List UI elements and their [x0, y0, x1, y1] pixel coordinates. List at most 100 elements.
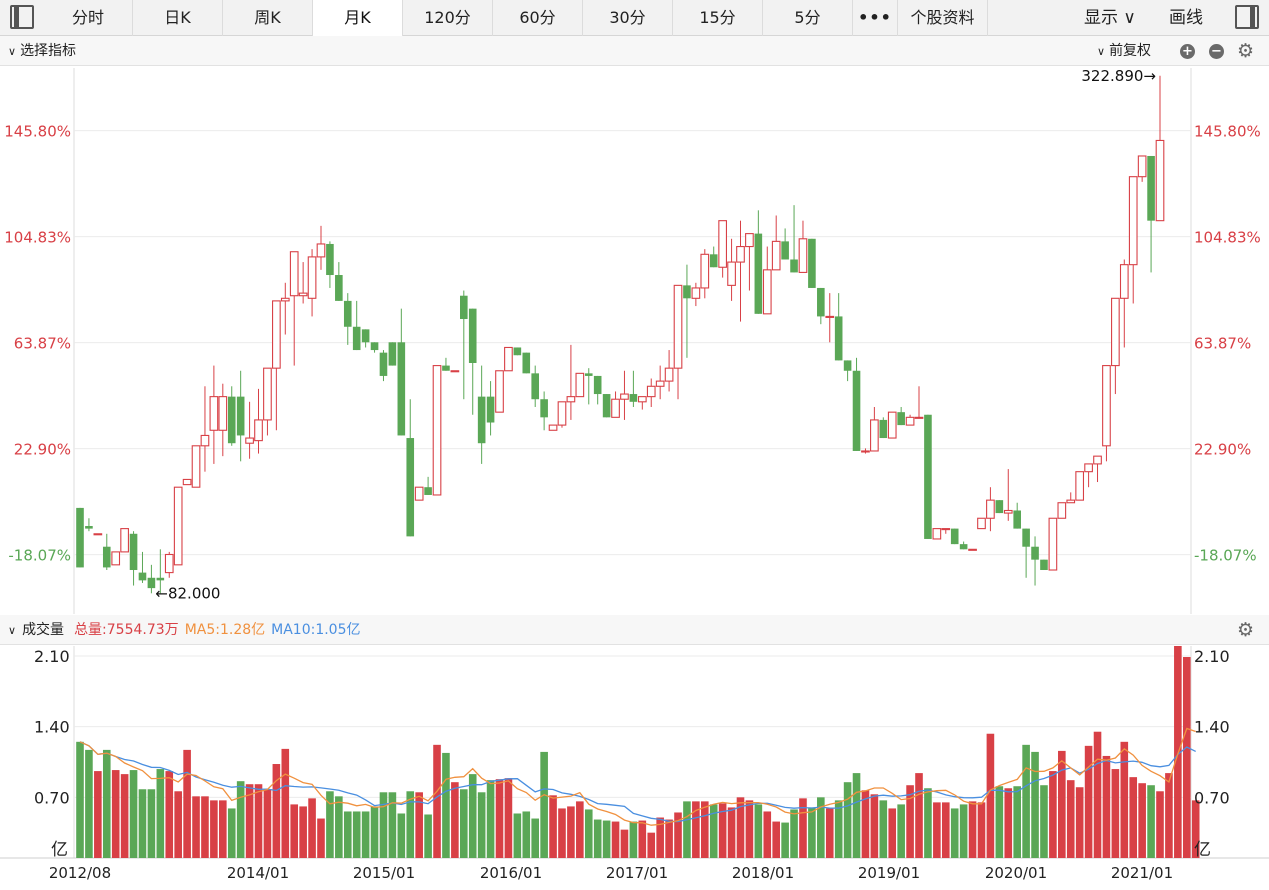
candle-body: [932, 528, 942, 540]
x-tick-label: 2019/01: [858, 864, 920, 882]
x-tick-label: 2020/01: [985, 864, 1047, 882]
candle-body: [245, 437, 254, 444]
tab-5[interactable]: 60分: [493, 0, 583, 36]
candle-body: [611, 398, 620, 418]
volume-bar: [647, 832, 656, 858]
volume-bar: [736, 797, 745, 858]
tab-3[interactable]: 月K: [313, 0, 403, 36]
adjust-mode-dropdown[interactable]: ∨ 前复权: [1097, 36, 1151, 67]
candle-body: [85, 526, 93, 529]
display-menu-button[interactable]: 显示 ∨: [1084, 8, 1136, 28]
volume-bar: [94, 771, 102, 858]
tab-2[interactable]: 周K: [223, 0, 313, 36]
candle-body: [1048, 517, 1058, 571]
candle-body: [754, 233, 763, 314]
candle-body: [1057, 502, 1067, 519]
candle-body: [460, 295, 468, 320]
x-tick-label: 2012/08: [49, 864, 111, 882]
candle-body: [808, 238, 816, 288]
volume-bar: [558, 808, 566, 858]
candle-body: [343, 300, 352, 327]
volume-bar: [379, 792, 388, 858]
x-tick-label: 2016/01: [480, 864, 542, 882]
x-tick-label: 2018/01: [732, 864, 794, 882]
tab-4[interactable]: 120分: [403, 0, 493, 36]
select-indicator-dropdown[interactable]: ∨ 选择指标: [8, 36, 76, 67]
candle-body: [897, 412, 905, 426]
candle-body: [914, 416, 924, 419]
volume-bar: [397, 813, 406, 858]
tab-10[interactable]: 个股资料: [898, 0, 988, 36]
volume-bar: [361, 811, 370, 858]
volume-bar: [460, 789, 468, 858]
volume-tick-label-left: 1.40: [34, 718, 70, 737]
volume-bar: [656, 817, 664, 858]
candle-body: [388, 342, 397, 366]
volume-bar: [1102, 755, 1111, 858]
volume-bar: [674, 812, 682, 858]
candle-body: [200, 434, 210, 447]
candle-body: [950, 528, 959, 545]
candle-body: [442, 365, 450, 371]
tab-6[interactable]: 30分: [583, 0, 673, 36]
candle-body: [620, 393, 629, 400]
volume-bar: [683, 801, 691, 858]
candle-body: [236, 396, 245, 436]
volume-bar: [692, 801, 700, 858]
volume-tick-label-left: 0.70: [34, 788, 70, 807]
volume-bar: [567, 806, 575, 858]
candle-body: [316, 243, 326, 258]
price-tick-label-left: 22.90%: [14, 441, 71, 459]
price-tick-label-right: 145.80%: [1194, 123, 1261, 141]
volume-bar: [709, 804, 718, 858]
candle-body: [414, 486, 424, 501]
volume-bar: [183, 749, 191, 858]
volume-bar: [468, 774, 477, 858]
volume-bar: [593, 819, 602, 858]
left-panel-toggle-icon[interactable]: [10, 5, 34, 29]
candle-body: [272, 300, 281, 369]
candle-body: [1075, 471, 1085, 501]
tab-8[interactable]: 5分: [763, 0, 853, 36]
candle-body: [646, 385, 656, 398]
candle-body: [468, 308, 477, 363]
volume-bar: [540, 751, 548, 858]
candle-body: [191, 445, 201, 488]
volume-bar: [1004, 788, 1013, 858]
tab-9[interactable]: •••: [853, 0, 898, 36]
ma10-line: [79, 741, 1196, 823]
candle-body: [887, 411, 897, 439]
volume-total: 总量:7554.73万: [74, 622, 179, 638]
candle-body: [432, 365, 442, 496]
zoom-in-icon[interactable]: +: [1180, 44, 1195, 59]
candle-body: [700, 253, 710, 289]
x-tick-label: 2014/01: [227, 864, 289, 882]
volume-title: 成交量: [22, 622, 65, 638]
candle-body: [718, 220, 727, 268]
right-panel-toggle-icon[interactable]: [1235, 5, 1259, 29]
ma5-line: [79, 727, 1196, 826]
zoom-out-icon[interactable]: −: [1209, 44, 1224, 59]
candle-body: [548, 424, 558, 431]
candle-body: [93, 533, 103, 536]
candle-body: [531, 373, 540, 400]
candle-body: [1128, 176, 1138, 266]
tab-1[interactable]: 日K: [133, 0, 223, 36]
volume-bar: [1165, 773, 1173, 858]
volume-bar: [120, 774, 129, 858]
draw-line-button[interactable]: 画线: [1169, 8, 1203, 28]
volume-bar: [772, 821, 780, 858]
volume-gear-icon[interactable]: ⚙: [1237, 619, 1255, 641]
candle-body: [102, 546, 111, 568]
tab-0[interactable]: 分时: [44, 0, 133, 36]
volume-indicator-dropdown[interactable]: ∨ 成交量 总量:7554.73万 MA5:1.28亿 MA10:1.05亿: [8, 615, 367, 646]
tab-7[interactable]: 15分: [673, 0, 763, 36]
candle-body: [781, 241, 789, 260]
candle-body: [1022, 528, 1030, 547]
chevron-down-icon: ∨: [8, 45, 17, 58]
volume-bar: [1013, 786, 1021, 858]
volume-bar: [1191, 800, 1200, 858]
gear-icon[interactable]: ⚙: [1237, 40, 1255, 62]
volume-bar: [977, 802, 986, 858]
